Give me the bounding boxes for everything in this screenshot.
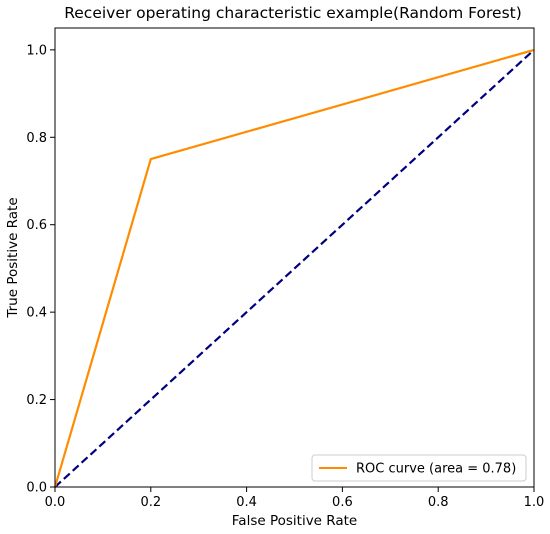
y-tick-label: 0.8 [26, 131, 47, 146]
plot-frame [54, 27, 535, 488]
y-tick-label: 0.6 [26, 218, 47, 233]
x-axis-label: False Positive Rate [232, 513, 357, 529]
x-tick-label: 1.0 [524, 495, 545, 510]
x-tick-label: 0.4 [236, 495, 257, 510]
legend: ROC curve (area = 0.78) [311, 454, 527, 482]
roc-curve-line [53, 48, 535, 488]
x-axis-ticks: 0.0 0.2 0.4 0.6 0.8 1.0 [45, 487, 545, 510]
series-layer [53, 48, 535, 488]
x-tick-label: 0.0 [45, 495, 66, 510]
legend-box [311, 454, 527, 482]
x-tick-label: 0.2 [140, 495, 161, 510]
y-tick-label: 1.0 [26, 43, 47, 58]
y-tick-label: 0.4 [26, 306, 47, 321]
y-tick-label: 0.0 [26, 481, 47, 496]
chance-diagonal-line [54, 49, 535, 488]
x-tick-label: 0.6 [332, 495, 353, 510]
x-tick-label: 0.8 [428, 495, 449, 510]
y-tick-label: 0.2 [26, 393, 47, 408]
y-axis-ticks: 0.0 0.2 0.4 0.6 0.8 1.0 [26, 43, 55, 496]
legend-entry-roc: ROC curve (area = 0.78) [356, 462, 516, 477]
chart-title: Receiver operating characteristic exampl… [64, 4, 522, 22]
y-axis-label: True Positive Rate [5, 197, 21, 318]
